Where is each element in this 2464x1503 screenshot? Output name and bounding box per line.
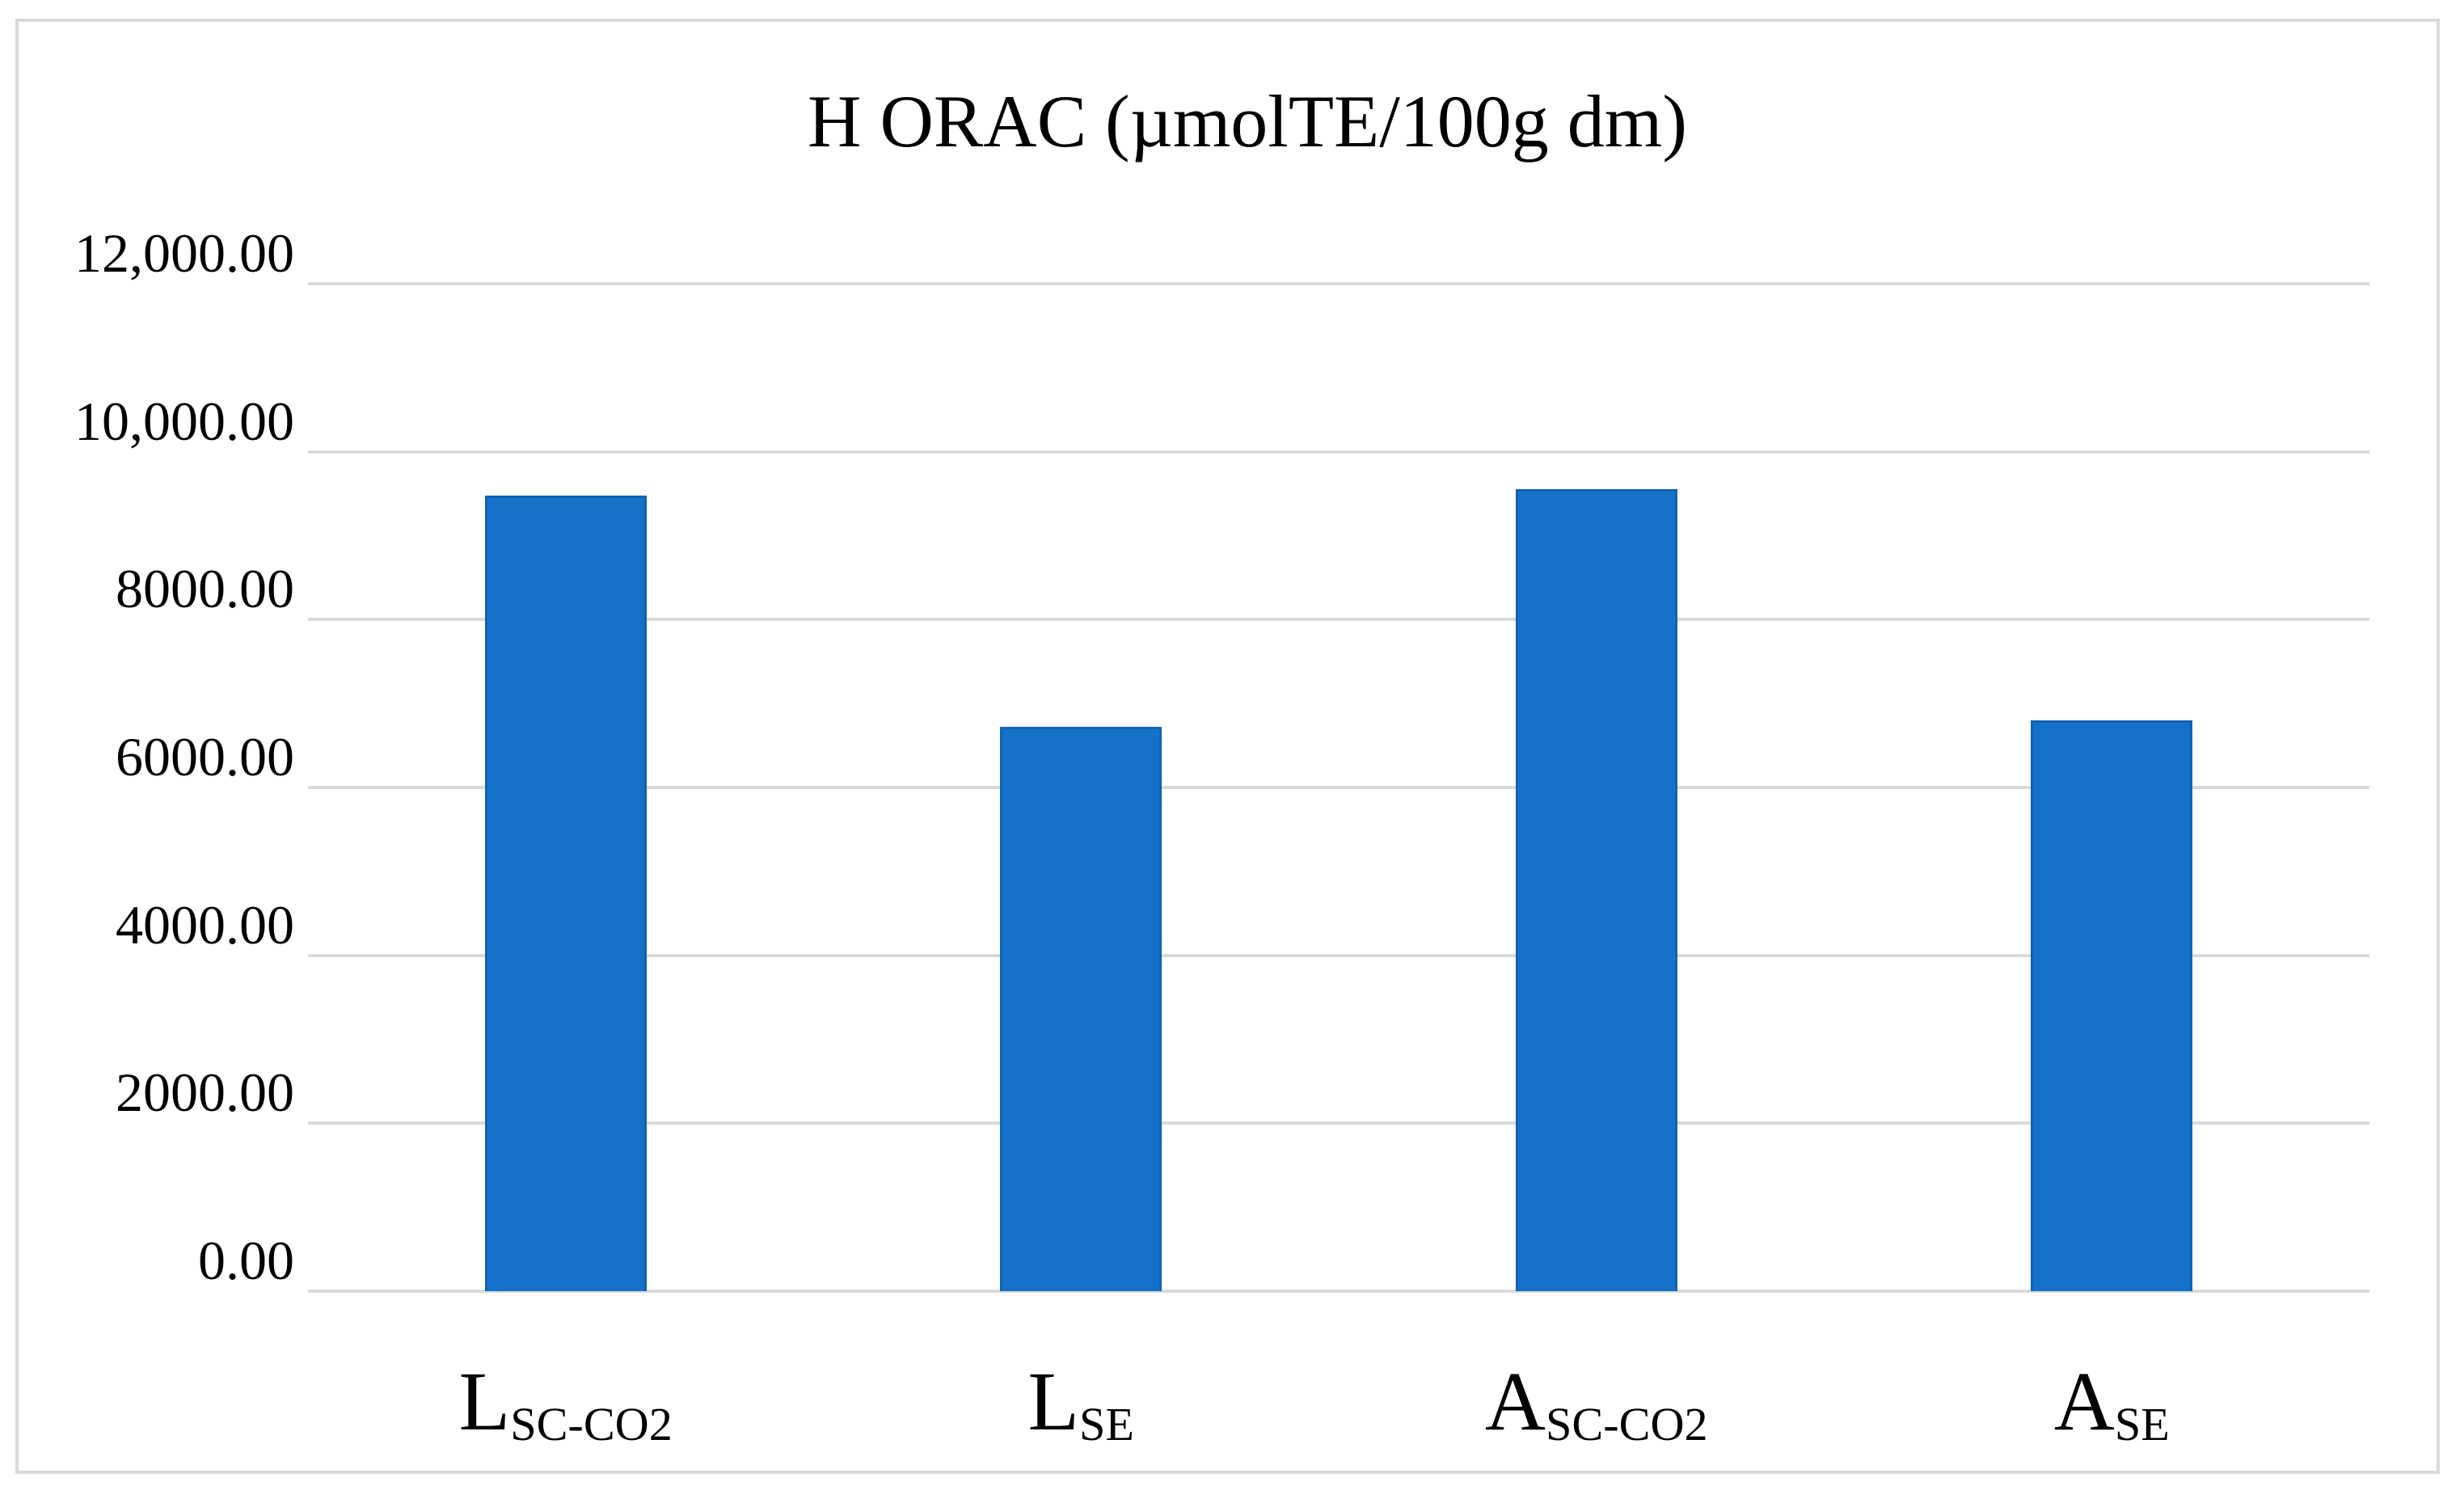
bar-ASE (2031, 720, 2193, 1291)
bar-ASC-CO2 (1515, 489, 1677, 1291)
chart-title: H ORAC (µmolTE/100g dm) (808, 80, 1687, 163)
gridline-y-10000 (308, 450, 2369, 454)
x-label-main: A (1484, 1355, 1546, 1448)
x-label-subscript: SC-CO2 (510, 1397, 673, 1450)
gridline-y-4000 (308, 953, 2369, 957)
y-tick-label-10000: 10,000.00 (74, 390, 294, 452)
gridline-y-8000 (308, 618, 2369, 622)
y-tick-label-6000: 6000.00 (116, 726, 294, 787)
x-label-ASE: ASE (2054, 1360, 2170, 1448)
y-tick-label-4000: 4000.00 (116, 893, 294, 956)
x-label-subscript: SE (2114, 1397, 2170, 1450)
gridline-y-12000 (308, 282, 2369, 285)
x-label-main: A (2053, 1355, 2115, 1448)
gridline-y-0 (308, 1290, 2369, 1293)
bar-LSE (1000, 727, 1162, 1291)
x-label-LSC-CO2: LSC-CO2 (459, 1360, 673, 1448)
y-tick-label-0: 0.00 (198, 1230, 294, 1291)
x-label-main: L (458, 1355, 511, 1448)
gridline-y-6000 (308, 786, 2369, 789)
x-label-subscript: SE (1079, 1397, 1134, 1450)
x-label-LSE: LSE (1028, 1360, 1135, 1448)
x-label-ASC-CO2: ASC-CO2 (1485, 1360, 1708, 1448)
y-tick-label-12000: 12,000.00 (74, 222, 294, 284)
bar-LSC-CO2 (484, 495, 647, 1291)
chart-figure: H ORAC (µmolTE/100g dm) 12,000.00 10,000.… (15, 19, 2440, 1474)
gridline-y-2000 (308, 1121, 2369, 1125)
x-label-main: L (1027, 1355, 1080, 1448)
y-tick-label-8000: 8000.00 (116, 558, 294, 620)
y-tick-label-2000: 2000.00 (116, 1062, 294, 1124)
x-label-subscript: SC-CO2 (1545, 1397, 1708, 1450)
plot-area (308, 282, 2369, 1293)
